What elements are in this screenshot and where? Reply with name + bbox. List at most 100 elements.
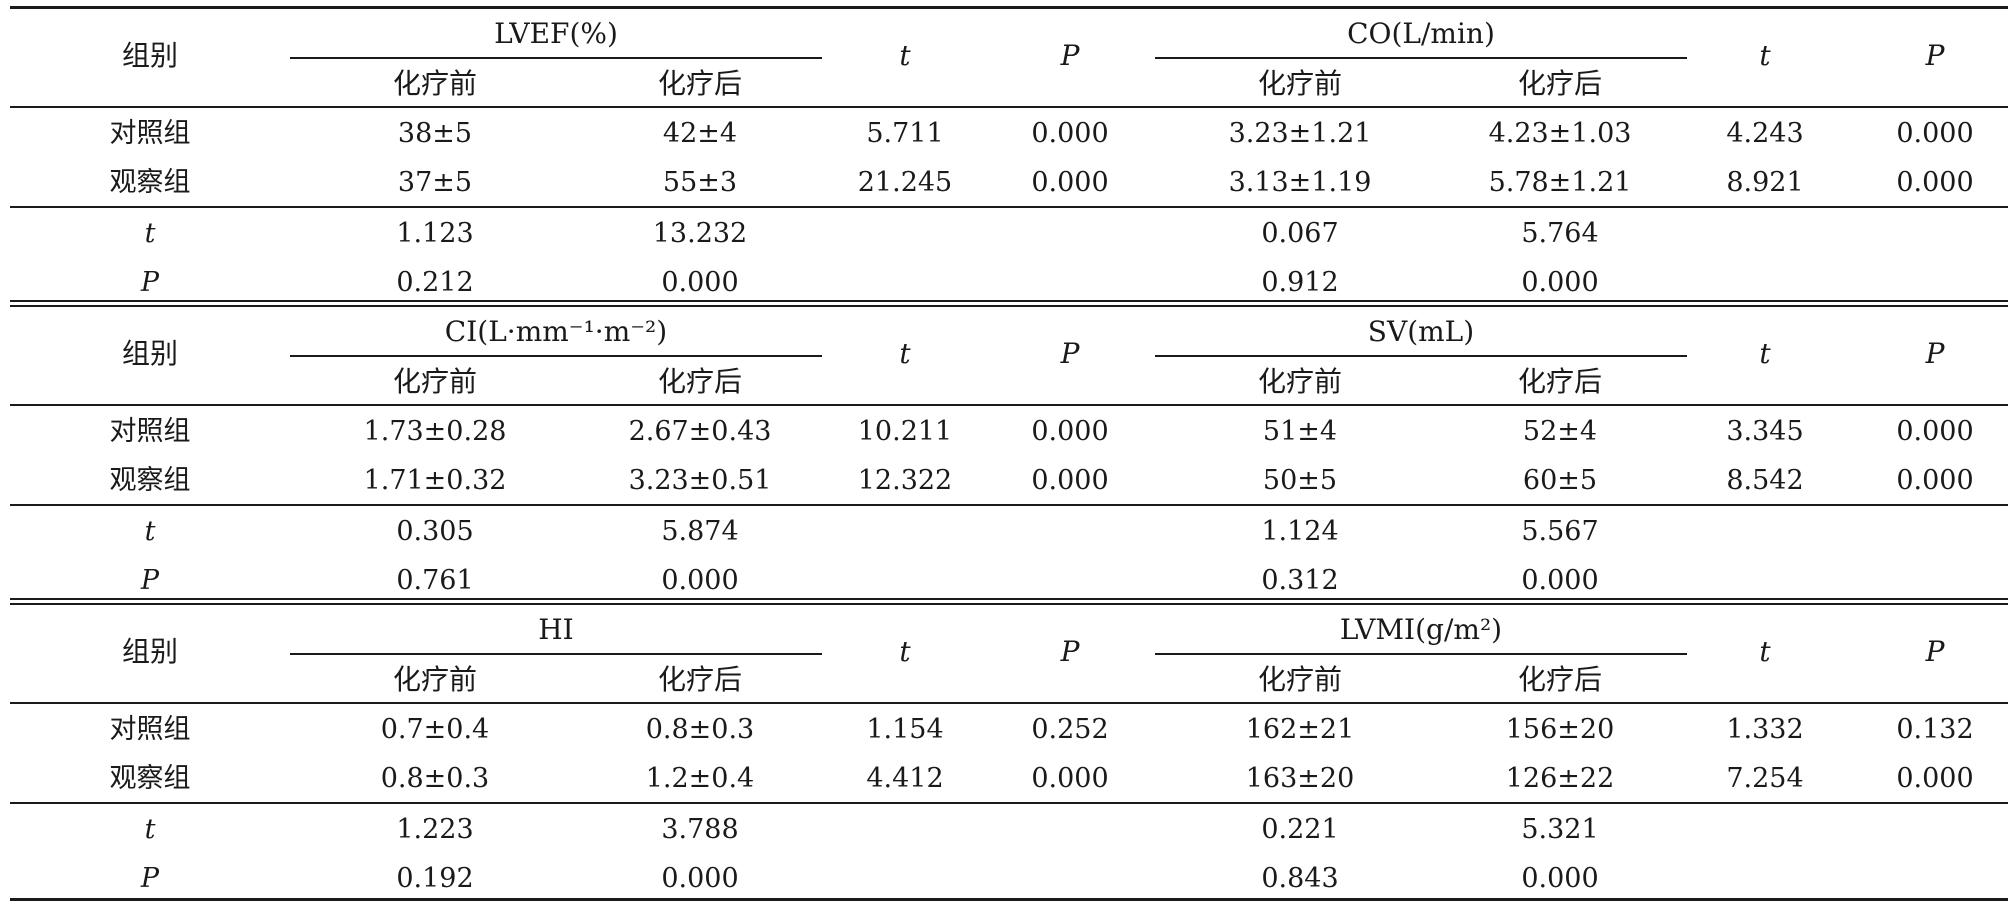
p-header: P <box>1925 337 1945 370</box>
group-header: 组别 <box>121 39 178 72</box>
param-left-underline <box>290 355 822 357</box>
data-bottom-rule <box>10 504 2008 506</box>
t-header: t <box>899 337 911 370</box>
data-cell: 8.921 <box>1726 167 1804 198</box>
data-cell: 12.322 <box>857 465 953 496</box>
section-double-rule <box>10 305 2008 307</box>
stat-cell: 5.874 <box>661 516 739 547</box>
stat-cell: 5.567 <box>1521 516 1599 547</box>
before-header: 化疗前 <box>392 365 477 398</box>
row-label: 对照组 <box>109 118 191 149</box>
stat-cell: 0.000 <box>661 267 739 298</box>
p-header: P <box>1925 39 1945 72</box>
data-cell: 0.252 <box>1031 714 1109 745</box>
stat-cell: 3.788 <box>661 814 739 845</box>
data-cell: 0.8±0.3 <box>645 714 755 745</box>
param-left-underline <box>290 653 822 655</box>
t-header: t <box>899 635 911 668</box>
stat-cell: 0.912 <box>1261 267 1339 298</box>
group-header: 组别 <box>121 635 178 668</box>
section-double-rule <box>10 603 2008 605</box>
data-cell: 156±20 <box>1505 714 1615 745</box>
data-cell: 0.000 <box>1031 465 1109 496</box>
data-cell: 51±4 <box>1262 416 1338 447</box>
stat-cell: 0.000 <box>1521 267 1599 298</box>
param-left-header: HI <box>538 613 574 646</box>
before-header: 化疗前 <box>1257 663 1342 696</box>
after-header: 化疗后 <box>1517 365 1602 398</box>
after-header: 化疗后 <box>657 663 742 696</box>
stat-cell: 0.843 <box>1261 863 1339 894</box>
stat-cell: 0.221 <box>1261 814 1339 845</box>
stat-row-label: P <box>140 267 160 298</box>
data-cell: 2.67±0.43 <box>628 416 772 447</box>
stat-row-label: P <box>140 565 160 596</box>
p-header: P <box>1060 39 1080 72</box>
stat-cell: 0.192 <box>396 863 474 894</box>
param-left-underline <box>290 57 822 59</box>
data-cell: 10.211 <box>857 416 953 447</box>
data-cell: 0.000 <box>1896 763 1974 794</box>
data-cell: 7.254 <box>1726 763 1804 794</box>
stat-row-label: t <box>144 516 156 547</box>
stat-cell: 5.764 <box>1521 218 1599 249</box>
row-label: 对照组 <box>109 714 191 745</box>
t-header: t <box>899 39 911 72</box>
before-header: 化疗前 <box>392 67 477 100</box>
data-cell: 4.243 <box>1726 118 1804 149</box>
data-cell: 60±5 <box>1522 465 1598 496</box>
section-double-rule <box>10 300 2008 302</box>
stat-cell: 0.000 <box>661 863 739 894</box>
header-bottom-rule <box>10 106 2008 108</box>
data-cell: 21.245 <box>857 167 953 198</box>
data-cell: 3.13±1.19 <box>1228 167 1372 198</box>
before-header: 化疗前 <box>1257 67 1342 100</box>
data-cell: 42±4 <box>662 118 738 149</box>
param-right-underline <box>1155 355 1687 357</box>
data-cell: 126±22 <box>1505 763 1615 794</box>
data-cell: 3.23±1.21 <box>1228 118 1372 149</box>
after-header: 化疗后 <box>1517 663 1602 696</box>
header-bottom-rule <box>10 702 2008 704</box>
data-cell: 38±5 <box>397 118 473 149</box>
param-right-header: CO(L/min) <box>1347 17 1495 50</box>
stat-cell: 0.761 <box>396 565 474 596</box>
stat-row-label: P <box>140 863 160 894</box>
p-header: P <box>1060 337 1080 370</box>
param-right-header: LVMI(g/m²) <box>1339 613 1503 646</box>
param-left-header: LVEF(%) <box>494 17 618 50</box>
data-cell: 1.71±0.32 <box>363 465 507 496</box>
data-cell: 50±5 <box>1262 465 1338 496</box>
data-cell: 8.542 <box>1726 465 1804 496</box>
data-cell: 55±3 <box>662 167 738 198</box>
data-cell: 3.345 <box>1726 416 1804 447</box>
stat-row-label: t <box>144 814 156 845</box>
data-cell: 0.7±0.4 <box>380 714 490 745</box>
row-label: 观察组 <box>109 465 191 496</box>
data-cell: 0.000 <box>1031 763 1109 794</box>
stat-cell: 13.232 <box>652 218 748 249</box>
before-header: 化疗前 <box>1257 365 1342 398</box>
data-cell: 37±5 <box>397 167 473 198</box>
data-cell: 0.000 <box>1031 167 1109 198</box>
data-bottom-rule <box>10 206 2008 208</box>
group-header: 组别 <box>121 337 178 370</box>
param-right-underline <box>1155 653 1687 655</box>
data-bottom-rule <box>10 802 2008 804</box>
p-header: P <box>1060 635 1080 668</box>
param-right-header: SV(mL) <box>1367 315 1475 348</box>
after-header: 化疗后 <box>657 365 742 398</box>
data-cell: 1.154 <box>866 714 944 745</box>
data-cell: 0.132 <box>1896 714 1974 745</box>
t-header: t <box>1759 337 1771 370</box>
stat-cell: 0.000 <box>661 565 739 596</box>
row-label: 对照组 <box>109 416 191 447</box>
before-header: 化疗前 <box>392 663 477 696</box>
stat-cell: 0.312 <box>1261 565 1339 596</box>
data-cell: 1.2±0.4 <box>645 763 755 794</box>
data-cell: 52±4 <box>1522 416 1598 447</box>
data-cell: 0.000 <box>1896 118 1974 149</box>
param-right-underline <box>1155 57 1687 59</box>
data-cell: 5.78±1.21 <box>1488 167 1632 198</box>
table-top-rule <box>10 6 2008 9</box>
